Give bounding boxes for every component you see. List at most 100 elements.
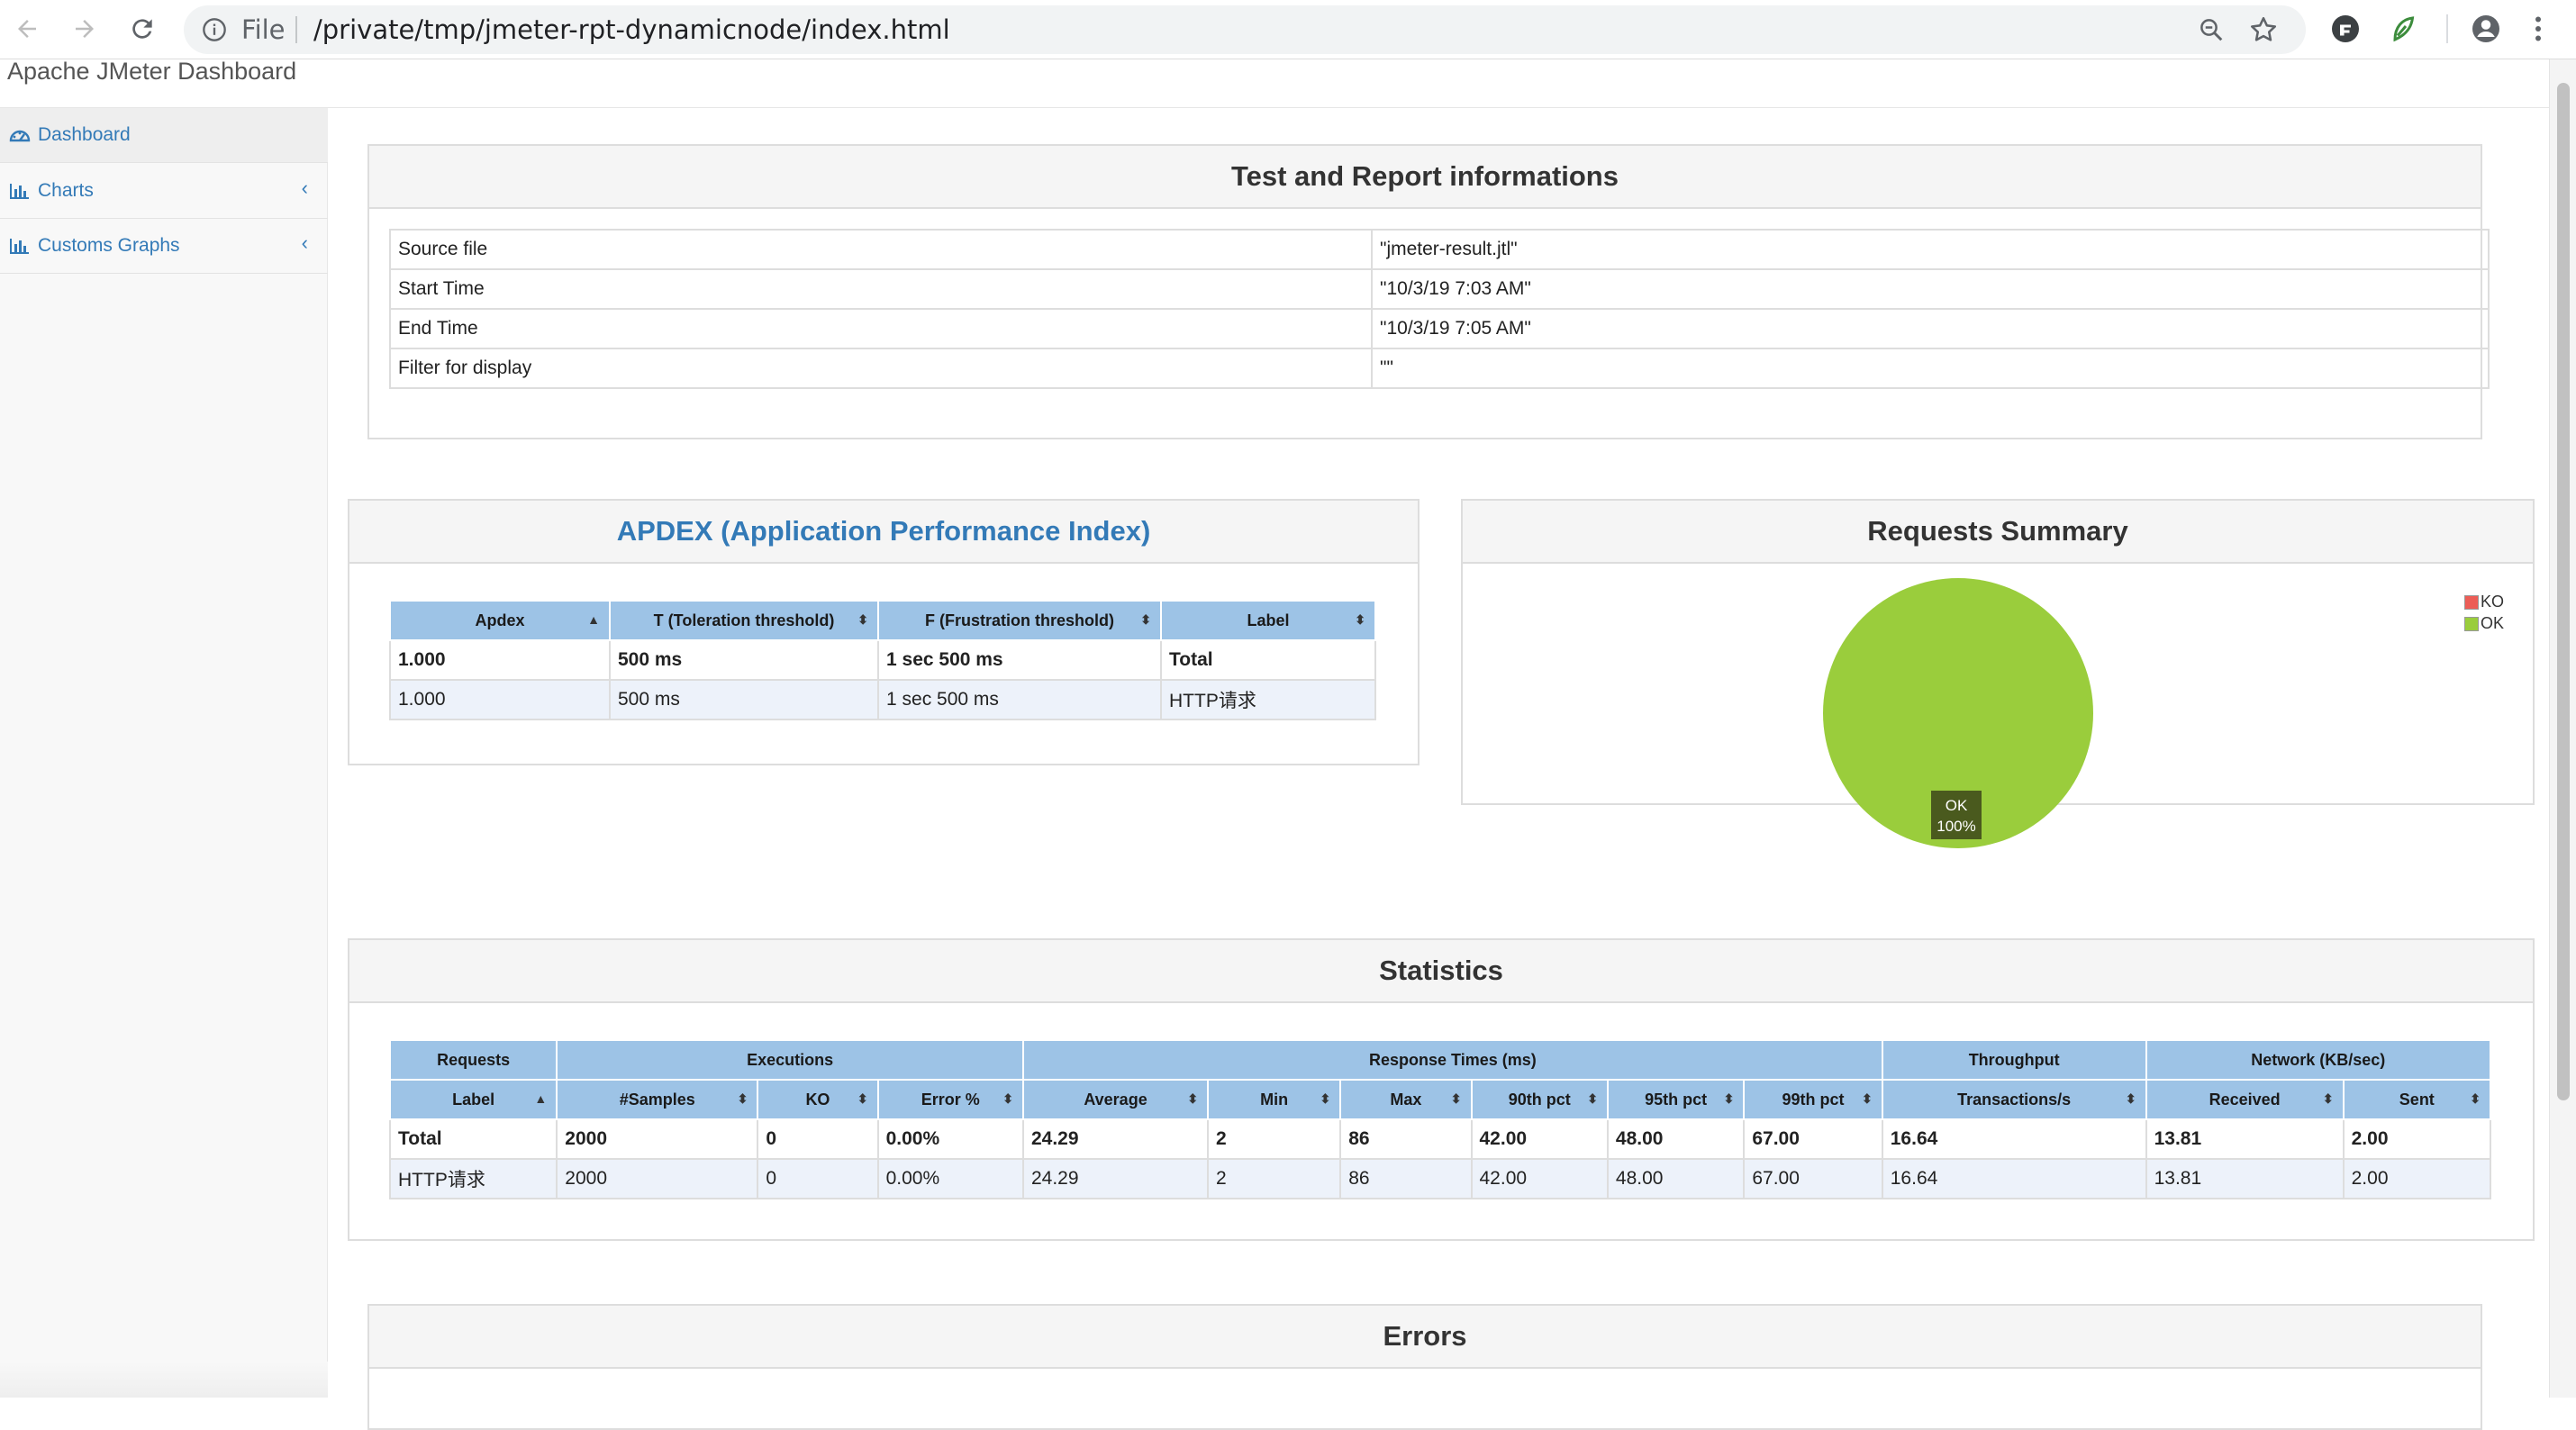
extension-shield-icon[interactable] [2329,13,2362,45]
sort-icon[interactable]: ⬍ [857,1091,868,1106]
chevron-left-icon[interactable]: ‹ [301,176,308,199]
sidebar-item-label: Customs Graphs [38,235,180,256]
page-scrollbar[interactable] [2549,59,2576,1398]
browser-toolbar: File /private/tmp/jmeter-rpt-dynamicnode… [0,0,2576,59]
stats-col-header[interactable]: KO ⬍ [757,1079,879,1120]
group-executions: Executions [556,1039,1024,1081]
sort-icon[interactable]: ⬍ [1355,612,1365,627]
table-cell: 500 ms [609,639,879,681]
scrollbar-thumb[interactable] [2557,83,2570,1100]
stats-col-header[interactable]: 99th pct ⬍ [1743,1079,1883,1120]
sidebar-item-dashboard[interactable]: Dashboard [0,108,328,163]
legend-ko[interactable]: KO [2464,593,2504,611]
info-key: Source file [389,229,1373,270]
info-value: "10/3/19 7:03 AM" [1371,268,2490,310]
apdex-title[interactable]: APDEX (Application Performance Index) [349,501,1418,564]
table-cell: 48.00 [1606,1158,1746,1199]
app-header: Apache JMeter Dashboard [0,58,2549,108]
sidebar-item-label: Dashboard [38,124,131,145]
info-key: Start Time [389,268,1373,310]
sort-asc-icon[interactable]: ▲ [534,1091,548,1106]
stats-col-label: 99th pct [1782,1090,1845,1109]
stats-col-header[interactable]: Transactions/s ⬍ [1881,1079,2147,1120]
legend-ok[interactable]: OK [2464,614,2504,633]
pie-slice-label: OK 100% [1931,791,1982,839]
forward-button[interactable] [67,11,103,47]
stats-col-label: 95th pct [1645,1090,1708,1109]
sidebar-item-charts[interactable]: Charts ‹ [0,164,328,219]
info-row: Filter for display "" [389,348,2490,389]
stats-col-header[interactable]: 95th pct ⬍ [1606,1079,1746,1120]
legend-label-ko: KO [2481,593,2505,611]
stats-col-header[interactable]: Sent ⬍ [2342,1079,2492,1120]
stats-col-header[interactable]: Max ⬍ [1339,1079,1473,1120]
statistics-panel: Statistics Requests Executions Response … [348,938,2535,1241]
sort-icon[interactable]: ⬍ [1002,1091,1013,1106]
address-bar[interactable]: File /private/tmp/jmeter-rpt-dynamicnode… [184,5,2306,54]
extension-leaf-icon[interactable] [2387,13,2419,45]
group-response-times: Response Times (ms) [1021,1039,1883,1081]
table-cell: 2000 [556,1158,759,1199]
stats-col-label: Min [1260,1090,1289,1109]
sort-icon[interactable]: ⬍ [1450,1091,1462,1106]
table-row: Total 2000 0 0.00% 24.29 2 86 42.00 48.00 67.00 16… [388,1118,2492,1160]
chevron-left-icon[interactable]: ‹ [301,231,308,254]
stats-col-header[interactable]: Min ⬍ [1207,1079,1342,1120]
sort-icon[interactable]: ⬍ [1140,612,1151,627]
col-apdex[interactable]: Apdex ▲ [389,600,611,641]
kebab-menu-icon[interactable] [2527,13,2549,45]
table-cell: 1 sec 500 ms [877,639,1162,681]
sort-icon[interactable]: ⬍ [2322,1091,2334,1106]
sort-icon[interactable]: ⬍ [1320,1091,1331,1106]
back-button[interactable] [9,11,45,47]
table-cell: 0.00% [876,1118,1024,1160]
info-icon[interactable] [202,17,227,42]
table-cell: 2 [1207,1118,1342,1160]
apdex-panel: APDEX (Application Performance Index) Ap… [348,499,1420,765]
stats-col-header[interactable]: Label ▲ [388,1079,558,1120]
app-brand[interactable]: Apache JMeter Dashboard [7,58,297,85]
info-key: End Time [389,308,1373,349]
sort-icon[interactable]: ⬍ [857,612,868,627]
requests-summary-pie[interactable]: OK 100% [1823,578,2147,884]
sidebar-shadow [0,1362,328,1398]
test-info-table: Source file "jmeter-result.jtl" Start Time… [389,229,2490,389]
table-cell: 42.00 [1470,1158,1609,1199]
table-cell: 0.00% [876,1158,1024,1199]
sort-icon[interactable]: ⬍ [1587,1091,1598,1106]
sort-asc-icon[interactable]: ▲ [587,612,600,627]
sort-icon[interactable]: ⬍ [2125,1091,2136,1106]
col-frustration[interactable]: F (Frustration threshold) ⬍ [877,600,1162,641]
stats-col-header[interactable]: Error % ⬍ [876,1079,1024,1120]
table-cell: 0 [757,1158,879,1199]
reload-button[interactable] [124,11,160,47]
stats-col-label: Label [452,1090,495,1109]
group-network: Network (KB/sec) [2145,1039,2492,1081]
table-cell: 24.29 [1021,1118,1210,1160]
pie-slice-ok[interactable] [1823,578,2093,848]
errors-title: Errors [369,1306,2481,1369]
sort-icon[interactable]: ⬍ [1187,1091,1199,1106]
zoom-icon[interactable] [2198,16,2225,43]
sort-icon[interactable]: ⬍ [737,1091,748,1106]
dashboard-icon [9,130,31,142]
sidebar-item-customs-graphs[interactable]: Customs Graphs ‹ [0,219,328,274]
col-label[interactable]: Label ⬍ [1160,600,1376,641]
stats-col-header[interactable]: 90th pct ⬍ [1470,1079,1609,1120]
stats-col-header[interactable]: Average ⬍ [1021,1079,1210,1120]
stats-col-header[interactable]: #Samples ⬍ [556,1079,759,1120]
info-value: "" [1371,348,2490,389]
stats-col-label: 90th pct [1508,1090,1571,1109]
stats-col-header[interactable]: Received ⬍ [2145,1079,2345,1120]
bookmark-star-icon[interactable] [2248,14,2279,45]
table-cell: 0 [757,1118,879,1160]
table-cell: 1.000 [389,679,611,720]
sort-icon[interactable]: ⬍ [1862,1091,1873,1106]
col-toleration[interactable]: T (Toleration threshold) ⬍ [609,600,879,641]
url-text[interactable]: /private/tmp/jmeter-rpt-dynamicnode/inde… [313,14,950,45]
table-cell: 86 [1339,1118,1473,1160]
profile-avatar-icon[interactable] [2470,13,2502,45]
summary-title: Requests Summary [1463,501,2533,564]
sort-icon[interactable]: ⬍ [1723,1091,1735,1106]
sort-icon[interactable]: ⬍ [2470,1091,2481,1106]
